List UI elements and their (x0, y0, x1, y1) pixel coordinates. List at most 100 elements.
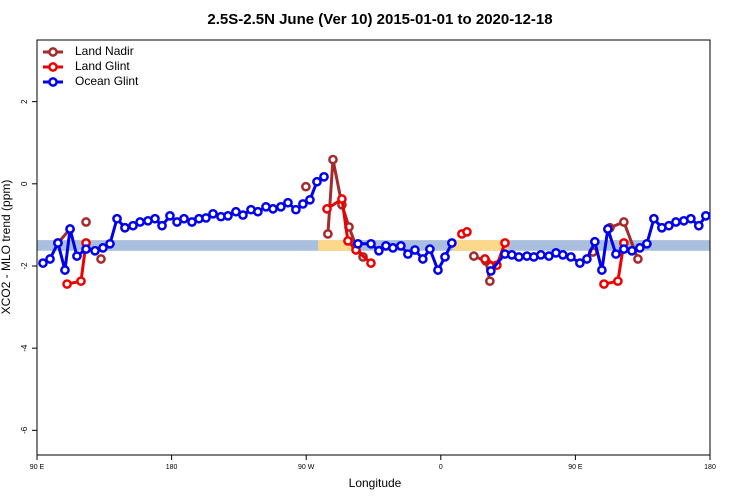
point (664, 220, 674, 231)
point (150, 213, 160, 224)
point (90, 245, 100, 256)
point (157, 220, 167, 231)
point (418, 254, 428, 264)
x-axis-label: Longitude (349, 476, 402, 490)
point (582, 254, 592, 264)
point (328, 154, 338, 165)
point (611, 249, 621, 259)
point (480, 254, 490, 264)
point (396, 241, 406, 251)
legend-label: Ocean Glint (75, 74, 139, 88)
plot-frame (36, 39, 711, 456)
legend-swatch-point (48, 62, 58, 72)
point (500, 238, 510, 248)
point (81, 244, 91, 254)
point (72, 251, 82, 261)
band (318, 240, 352, 251)
point (589, 236, 600, 247)
point (112, 213, 122, 224)
point (566, 252, 576, 262)
point (135, 217, 145, 227)
point (305, 194, 315, 205)
point (60, 265, 70, 275)
point (319, 171, 329, 182)
point (312, 176, 322, 187)
point (38, 258, 48, 268)
x-tick-label: 90 W (298, 464, 315, 471)
point (323, 229, 333, 239)
point (693, 220, 704, 231)
point (374, 245, 384, 256)
point (536, 250, 546, 260)
y-tick-label: -4 (20, 344, 29, 352)
point (613, 276, 623, 287)
point (447, 238, 457, 248)
point (208, 208, 218, 219)
point (322, 204, 332, 214)
point (268, 204, 278, 214)
point (599, 279, 609, 289)
point (120, 222, 130, 233)
y-tick-label: -6 (20, 426, 29, 434)
point (65, 224, 75, 234)
point (642, 238, 652, 249)
y-tick-label: 0 (20, 181, 29, 186)
point (238, 210, 248, 220)
point (366, 258, 376, 268)
point (62, 279, 72, 289)
point (671, 217, 681, 227)
point (514, 252, 524, 262)
point (425, 244, 435, 254)
point (76, 276, 86, 287)
point (276, 201, 286, 212)
point (337, 194, 347, 204)
point (627, 245, 637, 256)
point (575, 258, 585, 268)
point (686, 213, 696, 224)
y-tick-label: 2 (20, 99, 29, 104)
chart-title: 2.5S-2.5N June (Ver 10) 2015-01-01 to 20… (207, 11, 552, 28)
point (635, 243, 645, 253)
point (469, 251, 479, 261)
point (433, 265, 443, 275)
point (165, 211, 175, 221)
point (603, 224, 613, 234)
point (597, 265, 607, 275)
legend-label: Land Glint (75, 59, 130, 73)
point (201, 213, 211, 223)
point (53, 238, 63, 248)
legend-swatch-point (48, 47, 58, 57)
point (343, 236, 353, 246)
point (179, 213, 189, 224)
legend-swatch-point (48, 77, 58, 87)
point (403, 249, 413, 259)
point (291, 204, 301, 215)
x-tick-label: 180 (166, 464, 178, 471)
point (388, 243, 398, 253)
point (410, 245, 420, 255)
point (96, 254, 106, 264)
series (38, 171, 711, 276)
point (462, 227, 472, 237)
point (105, 238, 115, 249)
point (45, 254, 55, 264)
y-tick-label: -2 (20, 262, 29, 270)
point (619, 217, 629, 227)
x-tick-label: 90 E (30, 464, 45, 471)
point (353, 238, 363, 249)
point (283, 197, 293, 208)
point (633, 254, 643, 264)
point (298, 199, 308, 209)
point (301, 181, 311, 192)
x-tick-label: 0 (439, 464, 443, 471)
point (557, 250, 568, 260)
band (452, 240, 509, 251)
legend-label: Land Nadir (75, 44, 134, 58)
point (649, 213, 659, 224)
point (98, 243, 108, 253)
point (128, 220, 138, 231)
point (485, 276, 495, 287)
point (440, 252, 450, 262)
